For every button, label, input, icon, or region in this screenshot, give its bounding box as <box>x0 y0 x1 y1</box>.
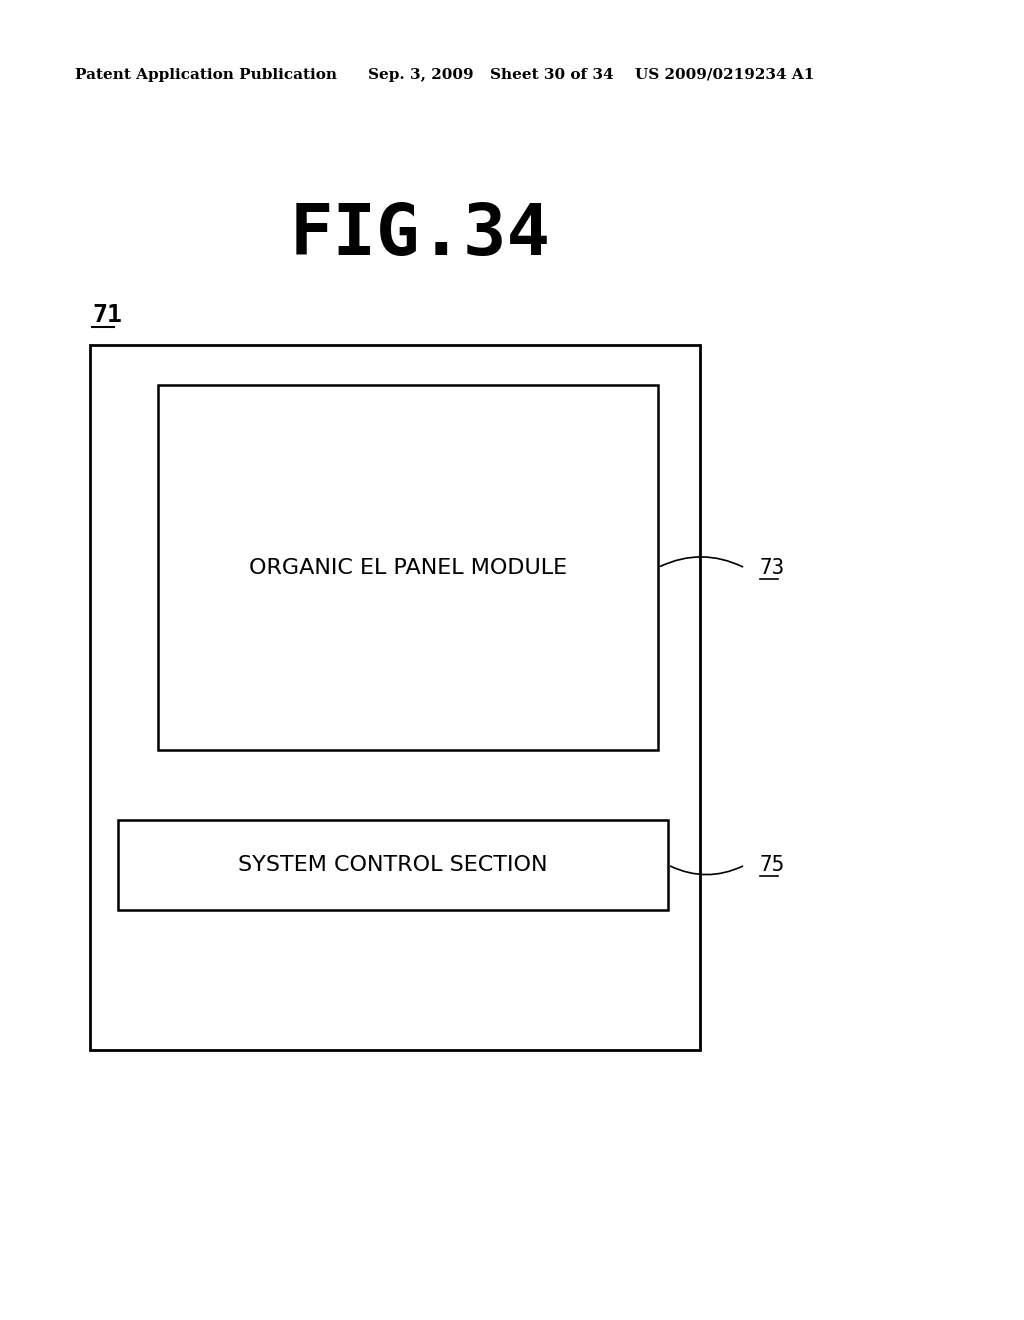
Bar <box>118 820 668 909</box>
Text: 71: 71 <box>92 304 122 327</box>
Bar <box>158 385 658 750</box>
Text: Patent Application Publication: Patent Application Publication <box>75 69 337 82</box>
Text: 73: 73 <box>760 558 785 578</box>
Text: SYSTEM CONTROL SECTION: SYSTEM CONTROL SECTION <box>239 855 548 875</box>
Text: US 2009/0219234 A1: US 2009/0219234 A1 <box>635 69 814 82</box>
Bar <box>90 345 700 1049</box>
Text: FIG.34: FIG.34 <box>290 201 551 269</box>
Text: ORGANIC EL PANEL MODULE: ORGANIC EL PANEL MODULE <box>249 557 567 578</box>
Text: Sep. 3, 2009: Sep. 3, 2009 <box>368 69 474 82</box>
Text: 75: 75 <box>760 855 785 875</box>
Text: Sheet 30 of 34: Sheet 30 of 34 <box>490 69 613 82</box>
